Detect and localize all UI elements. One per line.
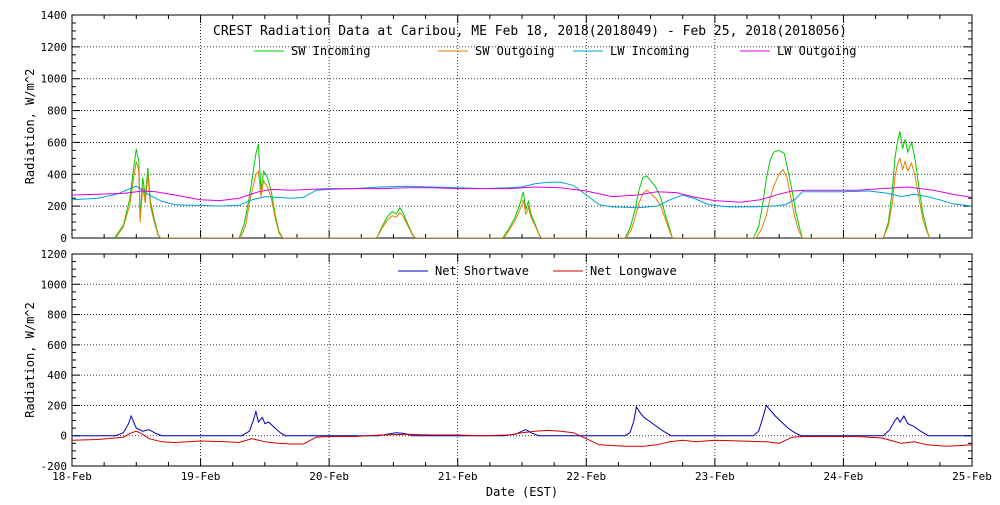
legend-label: SW Incoming [291, 44, 370, 58]
y-tick-label: 1400 [41, 9, 68, 22]
y-axis-label: Radiation, W/m^2 [23, 302, 37, 418]
y-tick-label: 200 [47, 200, 67, 213]
x-tick-label: 18-Feb [52, 470, 92, 483]
legend-label: SW Outgoing [475, 44, 554, 58]
y-tick-label: 600 [47, 136, 67, 149]
x-tick-label: 25-Feb [952, 470, 992, 483]
series-line-net-longwave [72, 429, 972, 447]
y-axis-label: Radiation, W/m^2 [23, 69, 37, 185]
panel-net [71, 253, 973, 467]
x-tick-label: 21-Feb [438, 470, 478, 483]
series-line-lw-incoming [72, 181, 972, 209]
y-tick-label: 0 [60, 232, 67, 245]
y-tick-label: 200 [47, 399, 67, 412]
series-line-net-shortwave [72, 404, 972, 437]
y-tick-label: 1000 [41, 73, 68, 86]
y-tick-label: 400 [47, 168, 67, 181]
x-tick-label: 20-Feb [309, 470, 349, 483]
y-tick-label: 800 [47, 309, 67, 322]
y-tick-label: 0 [60, 430, 67, 443]
series-line-sw-incoming [113, 131, 931, 238]
legend-label: Net Longwave [590, 264, 677, 278]
legend-label: LW Incoming [610, 44, 689, 58]
x-axis-label: Date (EST) [486, 485, 558, 499]
panel-components [71, 14, 973, 239]
x-tick-label: 19-Feb [181, 470, 221, 483]
legend-label: Net Shortwave [435, 264, 529, 278]
y-tick-label: 800 [47, 105, 67, 118]
y-tick-label: 1200 [41, 248, 68, 261]
legend-label: LW Outgoing [777, 44, 856, 58]
y-tick-label: 1000 [41, 278, 68, 291]
y-tick-label: -200 [41, 460, 68, 473]
x-tick-label: 24-Feb [824, 470, 864, 483]
y-tick-label: 600 [47, 339, 67, 352]
x-tick-label: 23-Feb [695, 470, 735, 483]
y-tick-label: 400 [47, 369, 67, 382]
chart-title: CREST Radiation Data at Caribou, ME Feb … [213, 24, 847, 39]
plot-frame [71, 253, 973, 467]
series-line-lw-outgoing [72, 186, 972, 203]
y-tick-label: 1200 [41, 41, 68, 54]
x-tick-label: 22-Feb [566, 470, 606, 483]
series-line-sw-outgoing [115, 156, 931, 238]
